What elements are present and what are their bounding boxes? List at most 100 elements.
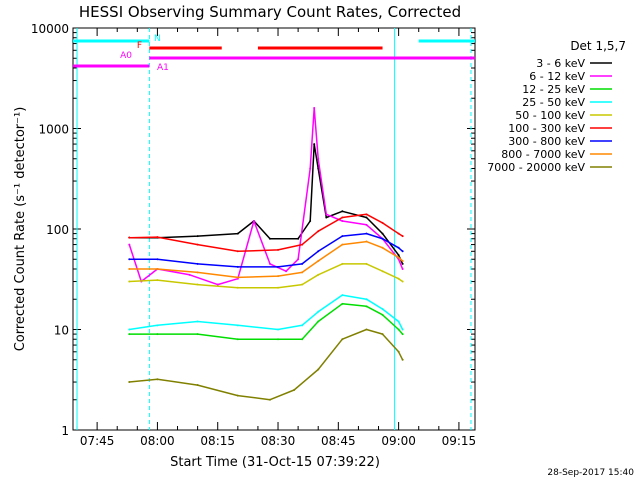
series-line-3 <box>129 294 404 331</box>
series-point <box>297 237 300 240</box>
series-point <box>365 305 368 308</box>
series-point <box>236 232 239 235</box>
y-tick-label: 1 <box>61 424 69 438</box>
series-line-4 <box>129 263 404 289</box>
series-point <box>196 320 199 323</box>
series-point <box>156 236 159 239</box>
series-point <box>381 307 384 310</box>
series-point <box>365 240 368 243</box>
series-point <box>317 157 320 160</box>
series-point <box>317 250 320 253</box>
series-point <box>301 271 304 274</box>
series-point <box>196 262 199 265</box>
series-line-0 <box>129 143 404 265</box>
series-point <box>268 237 271 240</box>
series-point <box>397 246 400 249</box>
series-point <box>317 273 320 276</box>
series-line-7 <box>129 240 404 279</box>
series-point <box>317 260 320 263</box>
series-point <box>128 236 131 239</box>
series-point <box>128 258 131 261</box>
x-tick-label: 09:00 <box>381 434 416 448</box>
series-point <box>268 262 271 265</box>
series-point <box>236 250 239 253</box>
legend-entry-label: 6 - 12 keV <box>529 70 585 83</box>
flag-label-a0: A0 <box>120 51 132 61</box>
series-point <box>236 276 239 279</box>
series-point <box>401 333 404 336</box>
legend-entry-label: 12 - 25 keV <box>522 83 585 96</box>
flag-label-f: F <box>137 41 142 51</box>
series-point <box>196 271 199 274</box>
series-point <box>397 256 400 259</box>
series-point <box>236 265 239 268</box>
series-point <box>401 280 404 283</box>
x-tick-label: 08:00 <box>140 434 175 448</box>
series-point <box>341 235 344 238</box>
series-point <box>196 384 199 387</box>
series-point <box>128 267 131 270</box>
series-point <box>317 320 320 323</box>
series-point <box>341 210 344 213</box>
series-point <box>381 246 384 249</box>
series-point <box>325 213 328 216</box>
series-line-6 <box>129 232 404 268</box>
series-point <box>381 270 384 273</box>
series-point <box>277 286 280 289</box>
series-point <box>188 273 191 276</box>
series-point <box>365 232 368 235</box>
series-point <box>381 221 384 224</box>
series-point <box>325 216 328 219</box>
flag-label-a1: A1 <box>157 63 169 73</box>
series-point <box>397 328 400 331</box>
series-point <box>268 398 271 401</box>
series-point <box>128 280 131 283</box>
series-point <box>381 232 384 235</box>
x-axis-label: Start Time (31-Oct-15 07:39:22) <box>170 455 380 470</box>
series-point <box>216 283 219 286</box>
series-point <box>381 237 384 240</box>
series-point <box>341 302 344 305</box>
series-point <box>341 243 344 246</box>
series-point <box>365 298 368 301</box>
series-point <box>341 294 344 297</box>
series-point <box>196 243 199 246</box>
series-point <box>301 283 304 286</box>
series-point <box>365 262 368 265</box>
series-point <box>301 243 304 246</box>
series-point <box>401 250 404 253</box>
series-point <box>397 350 400 353</box>
legend-entry-label: 25 - 50 keV <box>522 96 585 109</box>
series-point <box>128 333 131 336</box>
series-point <box>313 143 316 146</box>
plot-frame <box>72 27 476 431</box>
series-point <box>196 283 199 286</box>
series-point <box>401 262 404 265</box>
legend-entry-label: 100 - 300 keV <box>508 122 585 135</box>
y-tick-label: 1000 <box>38 123 69 137</box>
series-point <box>381 313 384 316</box>
series-point <box>397 320 400 323</box>
series-point <box>156 279 159 282</box>
series-point <box>397 254 400 257</box>
series-point <box>341 262 344 265</box>
series-point <box>401 235 404 238</box>
series-point <box>156 324 159 327</box>
x-tick-label: 08:45 <box>321 434 356 448</box>
y-tick-label: 100 <box>46 223 69 237</box>
series-point <box>397 232 400 235</box>
series-point <box>397 277 400 280</box>
series-point <box>277 328 280 331</box>
legend-entry-label: 300 - 800 keV <box>508 135 585 148</box>
series-point <box>252 220 255 223</box>
series-point <box>156 258 159 261</box>
series-point <box>128 381 131 384</box>
flag-label-n: N <box>154 34 161 44</box>
x-tick-label: 07:45 <box>80 434 115 448</box>
x-tick-label: 08:15 <box>200 434 235 448</box>
series-point <box>365 328 368 331</box>
series-point <box>236 324 239 327</box>
series-point <box>309 167 312 170</box>
series-point <box>365 213 368 216</box>
